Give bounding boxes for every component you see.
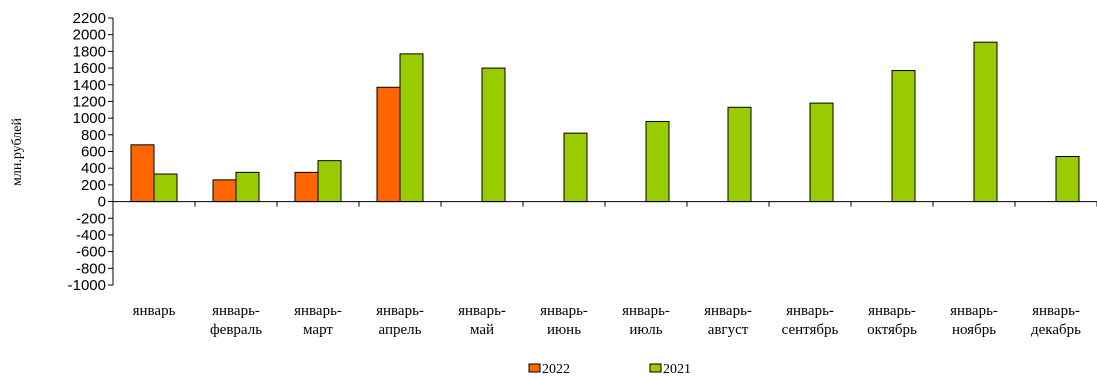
y-tick-label: 1200 — [73, 93, 106, 110]
legend-label-2022: 2022 — [542, 362, 570, 376]
bar-2022 — [212, 179, 237, 203]
x-tick-label: январь- — [950, 303, 998, 319]
x-tick-label: январь- — [786, 303, 834, 319]
bar-2021 — [727, 106, 752, 203]
y-tick-label: 1600 — [73, 60, 106, 77]
x-tick-label: январь- — [212, 303, 260, 319]
axes — [112, 18, 1097, 285]
y-tick-label: 1000 — [73, 110, 106, 127]
bar-2021 — [809, 102, 834, 203]
y-tick-label: 0 — [98, 194, 106, 211]
bar-2021 — [645, 120, 670, 203]
x-tick-label: январь- — [1032, 303, 1080, 319]
x-tick-label: январь- — [622, 303, 670, 319]
x-tick-label: ноябрь — [952, 322, 996, 338]
bar-2021 — [563, 132, 588, 203]
x-tick-label: декабрь — [1031, 322, 1081, 338]
y-tick-label: 1800 — [73, 43, 106, 60]
bar-2021 — [973, 41, 998, 203]
y-axis-title-text: млн.рублей — [10, 118, 25, 186]
x-tick-label: март — [303, 322, 333, 338]
y-tick-label: 800 — [81, 127, 106, 144]
bar-2021 — [153, 173, 178, 203]
bar-2021 — [1055, 156, 1080, 203]
bar-2021 — [235, 171, 260, 203]
y-ticks: -1000-800-600-400-2000200400600800100012… — [68, 10, 113, 294]
y-tick-label: -200 — [76, 210, 106, 227]
x-tick-label: апрель — [379, 322, 422, 338]
y-tick-label: 2200 — [73, 10, 106, 27]
bar-2022 — [376, 86, 401, 203]
y-tick-label: 600 — [81, 144, 106, 161]
x-tick-label: октябрь — [867, 322, 917, 338]
bar-2022 — [130, 144, 155, 203]
x-tick-label: июль — [629, 322, 662, 338]
x-tick-label: январь- — [458, 303, 506, 319]
y-tick-label: 1400 — [73, 77, 106, 94]
x-tick-label: январь — [133, 303, 176, 319]
bar-2021 — [891, 70, 916, 203]
y-tick-label: -1000 — [68, 277, 106, 294]
x-tick-label: январь- — [540, 303, 588, 319]
bar-2022 — [294, 171, 319, 203]
legend-swatch-2021 — [649, 363, 662, 373]
x-tick-label: январь- — [704, 303, 752, 319]
y-axis-title: млн.рублей — [10, 118, 25, 186]
y-tick-label: 200 — [81, 177, 106, 194]
legend-label-2021: 2021 — [663, 362, 691, 376]
y-tick-label: -400 — [76, 227, 106, 244]
legend-swatch-2022 — [528, 363, 541, 373]
x-tick-label: январь- — [376, 303, 424, 319]
y-tick-label: -600 — [76, 244, 106, 261]
legend: 2022 2021 — [528, 362, 691, 376]
y-tick-label: 2000 — [73, 27, 106, 44]
bar-2021 — [399, 53, 424, 203]
x-tick-label: январь- — [294, 303, 342, 319]
x-tick-label: февраль — [210, 322, 262, 338]
bars — [130, 41, 1080, 203]
x-tick-label: январь- — [868, 303, 916, 319]
bar-2021 — [317, 160, 342, 203]
x-tick-label: сентябрь — [782, 322, 839, 338]
y-tick-label: 400 — [81, 160, 106, 177]
x-tick-label: июнь — [547, 322, 581, 338]
y-tick-label: -800 — [76, 260, 106, 277]
x-tick-label: май — [470, 322, 494, 338]
x-labels: январь январь-февраль январь-март январь-ап… — [133, 303, 1082, 338]
bar-2021 — [481, 67, 506, 203]
x-tick-label: август — [708, 322, 749, 338]
